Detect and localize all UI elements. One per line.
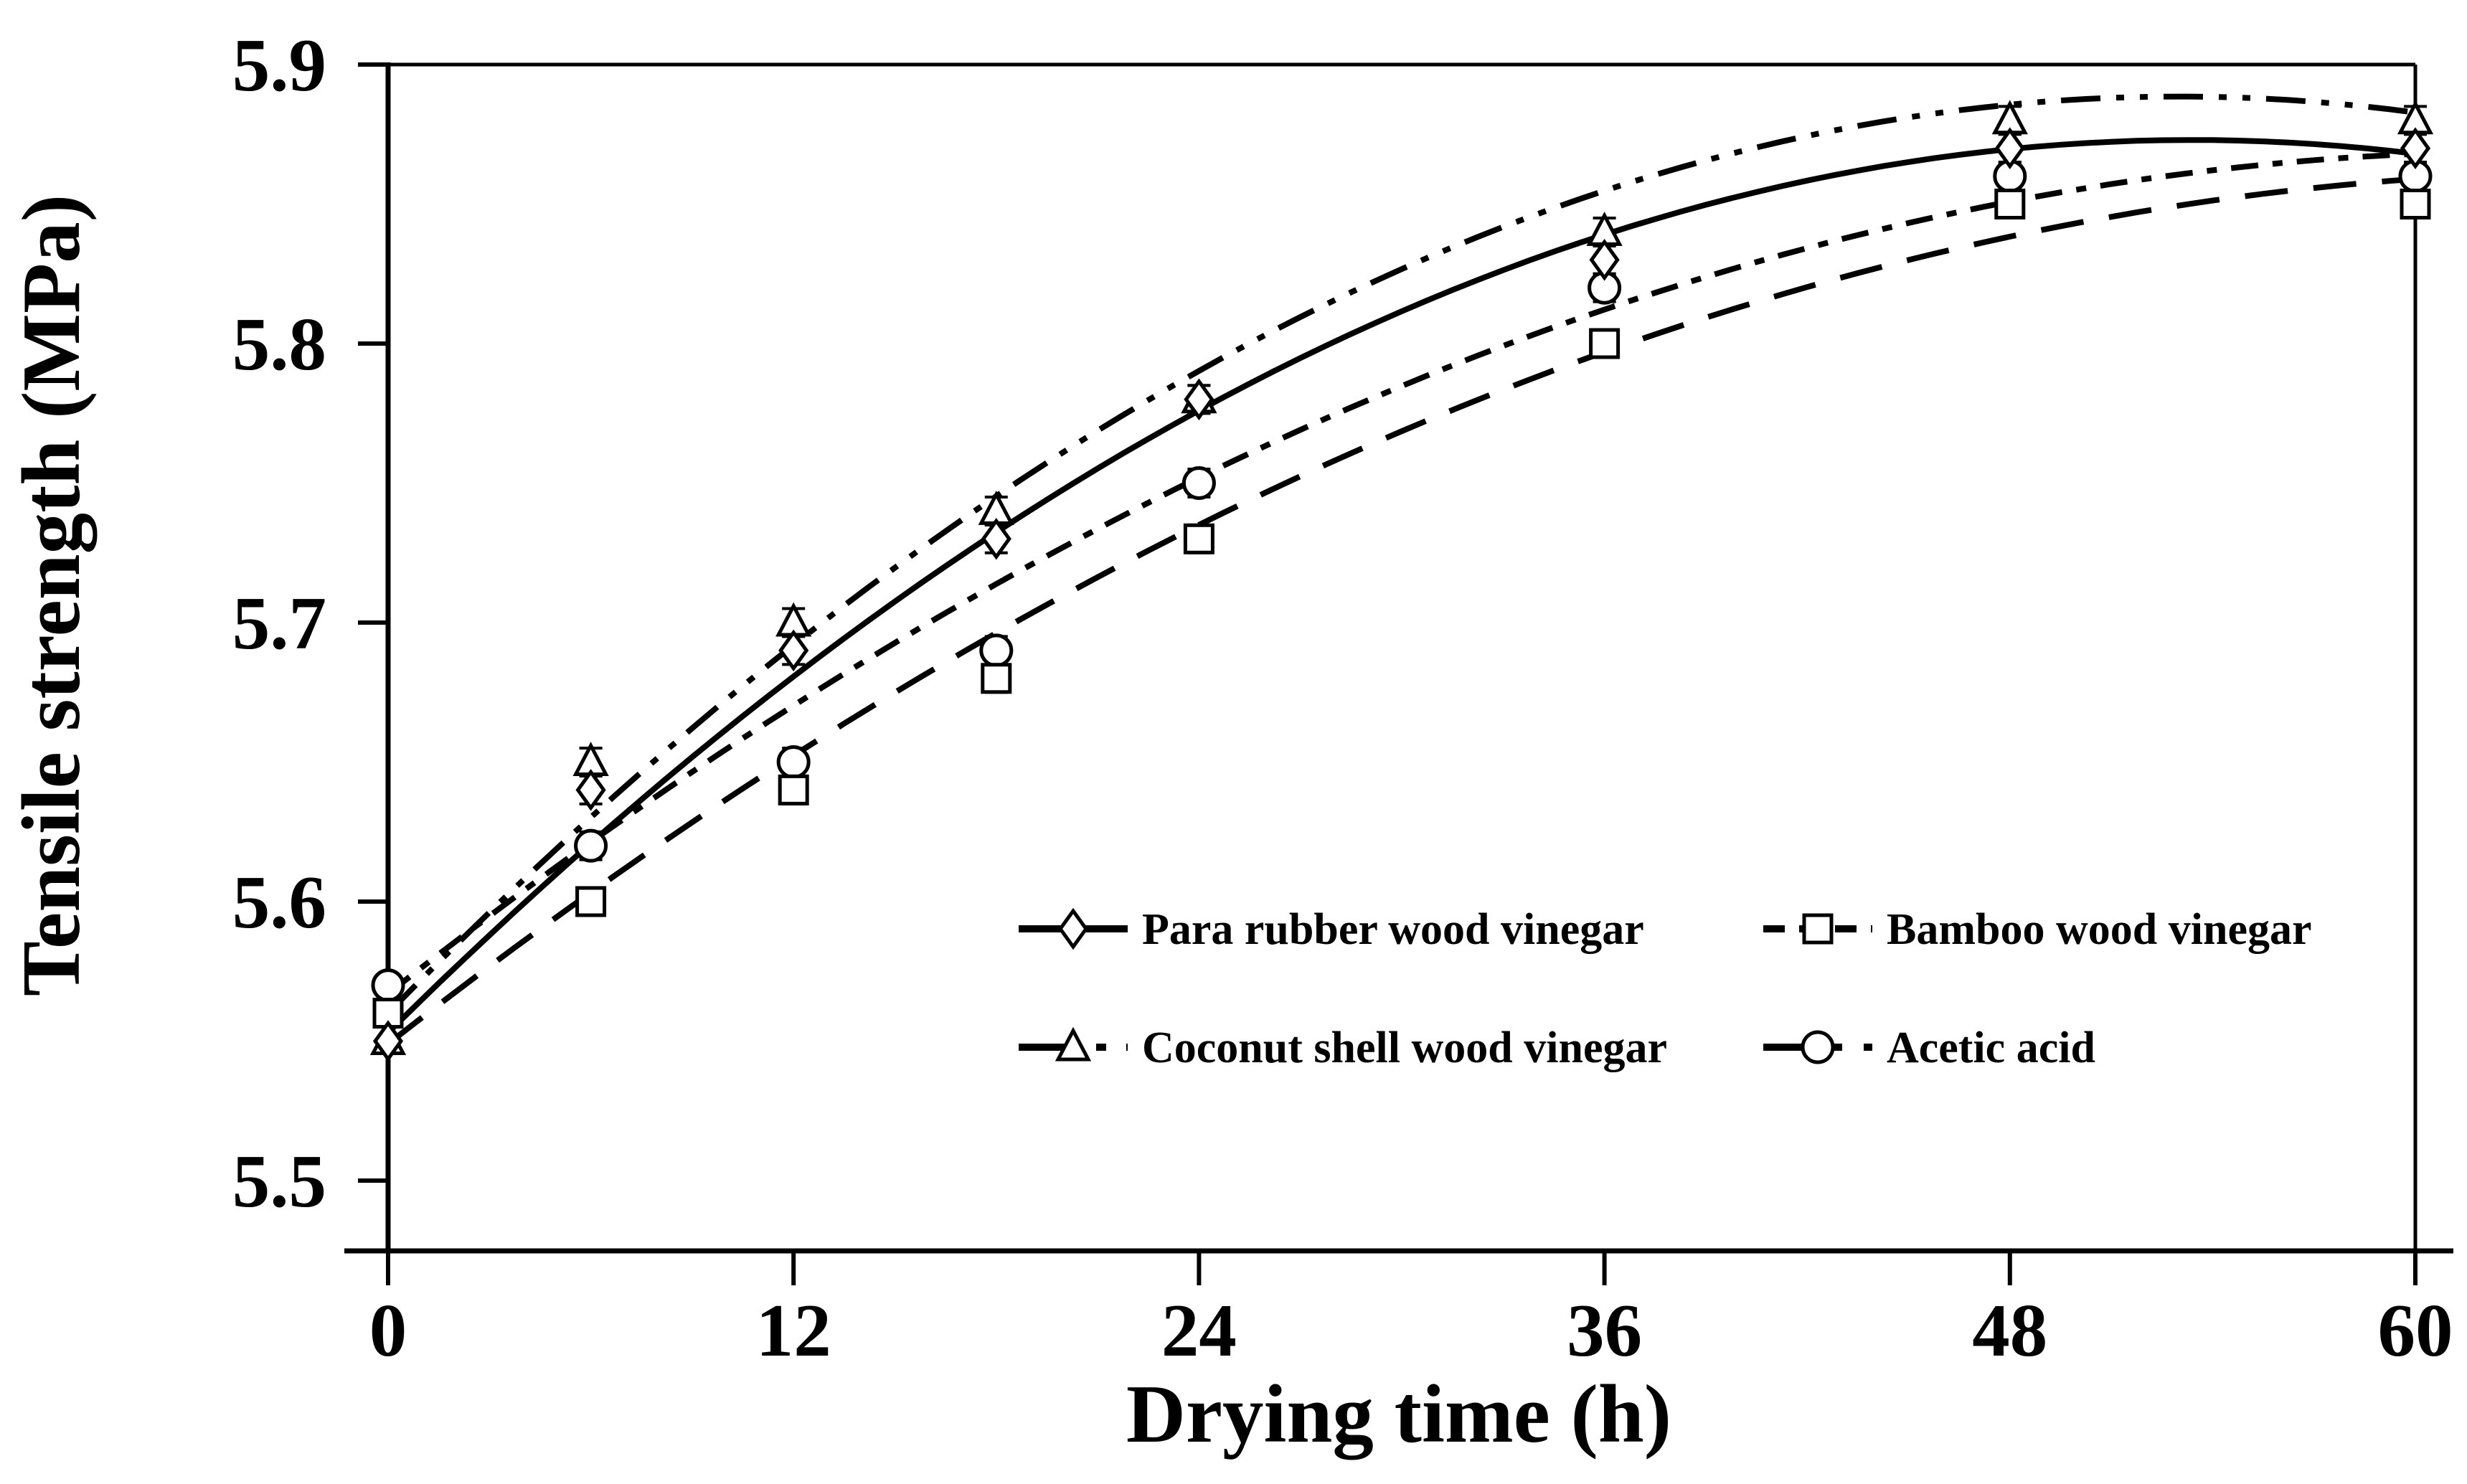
y-tick-label: 5.8 bbox=[232, 302, 326, 386]
curve-para-rubber-wood-vinegar bbox=[386, 137, 2416, 1035]
y-tick-label: 5.5 bbox=[232, 1139, 326, 1223]
legend: Para rubber wood vinegar Bamboo wood vine… bbox=[1019, 905, 2311, 1072]
square-marker bbox=[2400, 188, 2431, 219]
diamond-marker bbox=[575, 769, 606, 811]
series-points-acetic-acid bbox=[371, 159, 2433, 1003]
y-tick-label: 5.7 bbox=[232, 581, 326, 665]
legend-item-coconut-shell-wood-vinegar: Coconut shell wood vinegar bbox=[1019, 1024, 1667, 1072]
x-tick-label: 12 bbox=[756, 1288, 831, 1372]
circle-marker bbox=[979, 633, 1014, 668]
legend-item-bamboo-wood-vinegar: Bamboo wood vinegar bbox=[1763, 905, 2311, 954]
square-marker bbox=[1994, 188, 2026, 219]
square-marker bbox=[1802, 913, 1834, 945]
circle-marker bbox=[1181, 465, 1216, 500]
circle-marker bbox=[574, 828, 608, 863]
diamond-marker bbox=[1184, 378, 1214, 421]
curve-coconut-shell-wood-vinegar bbox=[386, 93, 2416, 1016]
legend-item-para-rubber-wood-vinegar: Para rubber wood vinegar bbox=[1019, 905, 1644, 954]
circle-marker bbox=[371, 968, 405, 1003]
diamond-marker bbox=[981, 518, 1011, 560]
x-tick-label: 48 bbox=[1972, 1288, 2047, 1372]
diamond-marker bbox=[778, 629, 809, 672]
legend-label: Bamboo wood vinegar bbox=[1887, 905, 2311, 954]
legend-label: Coconut shell wood vinegar bbox=[1142, 1024, 1667, 1072]
square-marker bbox=[1589, 328, 1621, 359]
x-tick-label: 0 bbox=[369, 1288, 407, 1372]
x-tick-label: 36 bbox=[1567, 1288, 1642, 1372]
x-axis-title: Drying time (h) bbox=[1126, 1369, 1671, 1460]
y-axis-title: Tensile strength (MPa) bbox=[6, 194, 97, 996]
x-tick-label: 60 bbox=[2378, 1288, 2453, 1372]
legend-item-acetic-acid: Acetic acid bbox=[1763, 1024, 2095, 1072]
y-tick-label: 5.9 bbox=[232, 23, 326, 107]
x-tick-label: 24 bbox=[1161, 1288, 1237, 1372]
y-tick-label: 5.6 bbox=[232, 860, 326, 944]
square-marker bbox=[575, 886, 607, 917]
circle-marker bbox=[776, 745, 811, 779]
diamond-marker bbox=[1994, 127, 2025, 169]
curve-acetic-acid bbox=[386, 151, 2416, 996]
legend-label: Para rubber wood vinegar bbox=[1142, 905, 1644, 954]
plot-frame bbox=[344, 62, 2453, 1254]
data-points bbox=[369, 100, 2434, 1062]
series-points-para-rubber-wood-vinegar bbox=[372, 127, 2431, 1062]
diamond-marker bbox=[1057, 907, 1089, 950]
triangle-marker bbox=[1055, 1026, 1092, 1062]
diamond-marker bbox=[1589, 239, 1620, 281]
diamond-marker bbox=[2400, 127, 2431, 169]
curve-bamboo-wood-vinegar bbox=[386, 176, 2416, 1046]
square-marker bbox=[1183, 523, 1214, 554]
diamond-marker bbox=[372, 1020, 404, 1062]
square-marker bbox=[778, 774, 809, 805]
legend-label: Acetic acid bbox=[1887, 1024, 2095, 1072]
series-points-bamboo-wood-vinegar bbox=[372, 188, 2431, 1029]
trend-curves bbox=[386, 93, 2416, 1046]
square-marker bbox=[981, 663, 1012, 694]
axis-ticks: 5.5 5.6 5.7 5.8 5.9 0 12 24 36 48 60 bbox=[232, 23, 2453, 1372]
circle-marker bbox=[1801, 1030, 1835, 1064]
